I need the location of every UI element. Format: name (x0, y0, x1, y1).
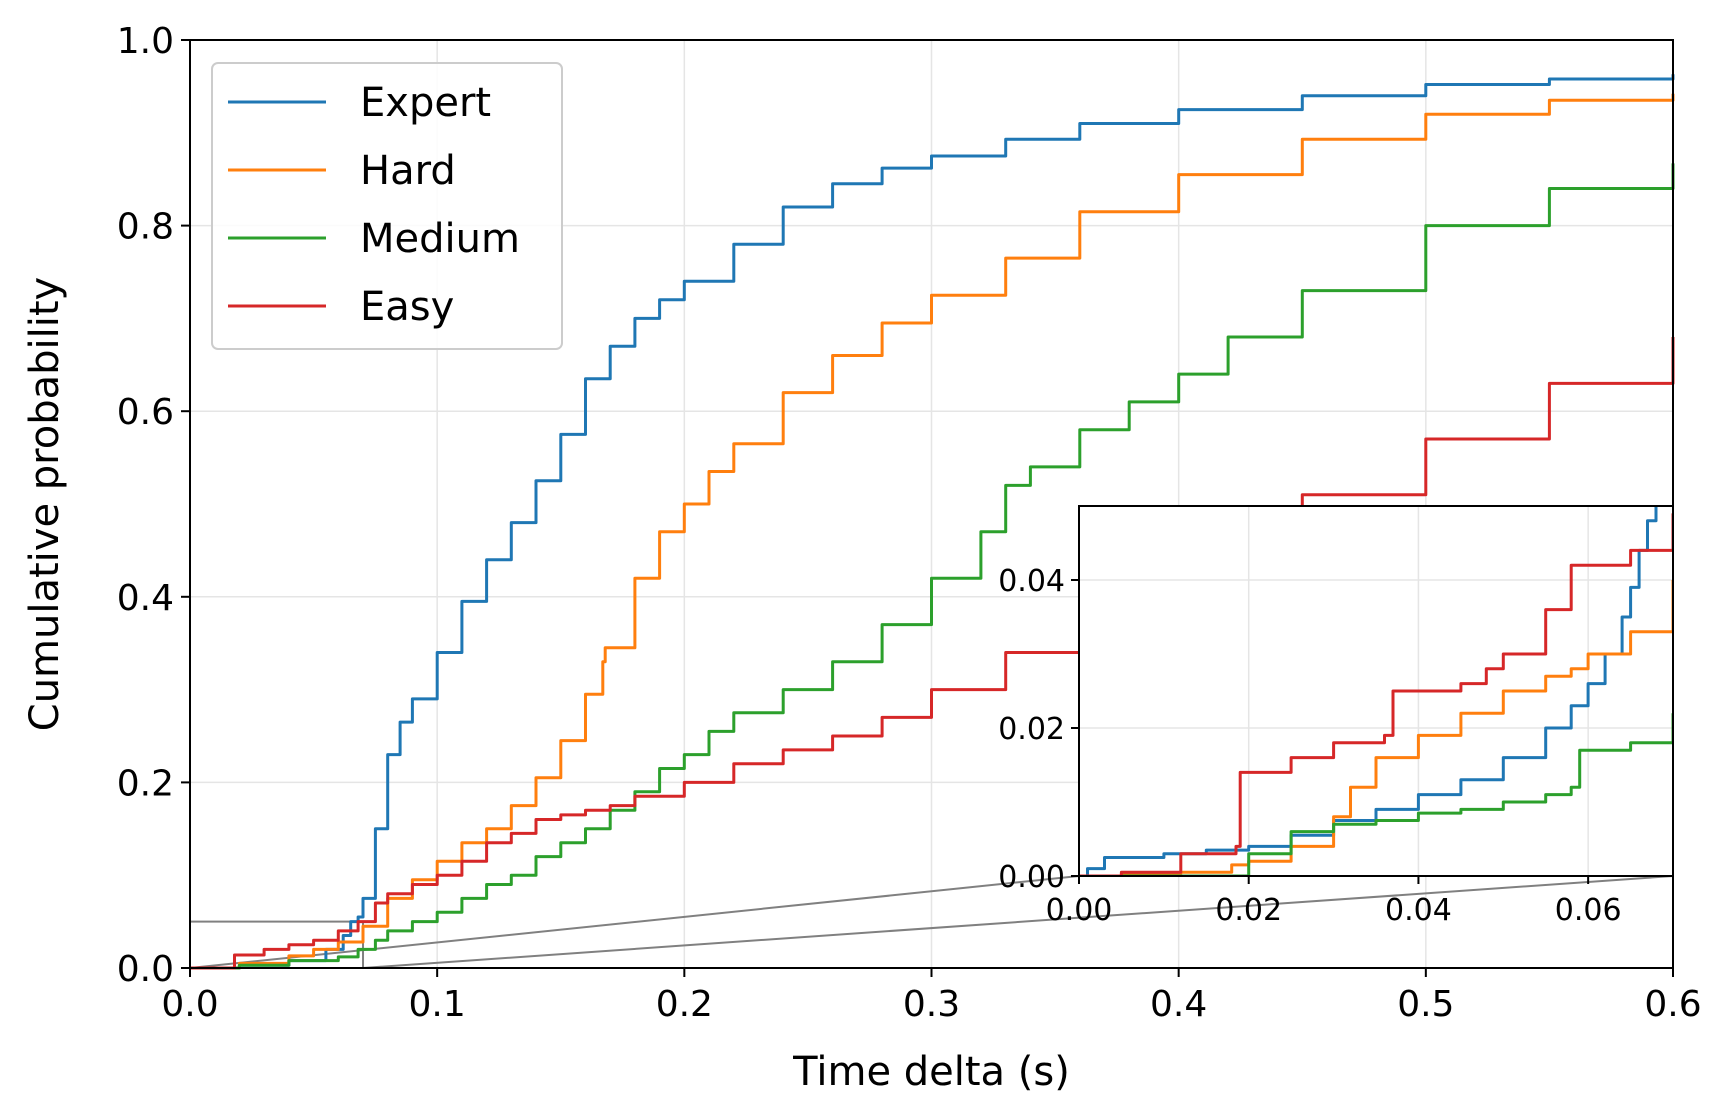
series-line-expert (190, 74, 1675, 970)
connector-line (189, 875, 1080, 969)
main-ticks: 0.0 0.1 0.2 0.3 0.4 0.5 0.6 0.0 0.2 0.4 0.6 0.8 1.0 (117, 21, 1702, 1025)
inset-x-tick-label: 0.06 (1555, 893, 1622, 928)
y-tick-label: 1.0 (117, 21, 174, 62)
inset-series (1079, 506, 1673, 876)
inset-ticks: 0.00 0.02 0.04 0.06 0.00 0.02 0.04 (998, 564, 1621, 928)
y-axis-label: Cumulative probability (22, 277, 68, 731)
legend-label-hard: Hard (360, 148, 456, 194)
inset-series-line-medium (1079, 713, 1673, 876)
x-tick-label: 0.4 (1150, 984, 1207, 1025)
series-line-medium (190, 163, 1675, 970)
inset-axes: 0.00 0.02 0.04 0.06 0.00 0.02 0.04 (998, 505, 1674, 928)
series-line-hard (190, 93, 1675, 970)
inset-series-line-easy (1079, 513, 1673, 876)
x-tick-label: 0.6 (1644, 984, 1701, 1025)
x-axis-label: Time delta (s) (792, 1049, 1070, 1095)
x-tick-label: 0.2 (656, 984, 713, 1025)
legend-label-expert: Expert (360, 80, 491, 126)
y-tick-label: 0.0 (117, 949, 174, 990)
y-tick-label: 0.6 (117, 392, 174, 433)
connector-line (362, 875, 1674, 969)
y-tick-label: 0.4 (117, 578, 174, 619)
x-tick-label: 0.1 (409, 984, 466, 1025)
legend-label-medium: Medium (360, 216, 520, 262)
x-tick-label: 0.3 (903, 984, 960, 1025)
legend-box (211, 62, 563, 350)
inset-series-line-hard (1079, 580, 1673, 876)
inset-y-tick-label: 0.04 (998, 564, 1065, 599)
inset-x-tick-label: 0.02 (1215, 893, 1282, 928)
legend: Expert Hard Medium Easy (211, 62, 563, 350)
legend-label-easy: Easy (360, 284, 454, 330)
inset-x-tick-label: 0.04 (1385, 893, 1452, 928)
inset-frame (1078, 505, 1674, 877)
inset-y-tick-label: 0.02 (998, 712, 1065, 747)
x-tick-label: 0.0 (161, 984, 218, 1025)
x-tick-label: 0.5 (1397, 984, 1454, 1025)
inset-x-tick-label: 0.00 (1046, 893, 1113, 928)
y-tick-label: 0.8 (117, 207, 174, 248)
inset-y-tick-label: 0.00 (998, 860, 1065, 895)
y-tick-label: 0.2 (117, 763, 174, 804)
